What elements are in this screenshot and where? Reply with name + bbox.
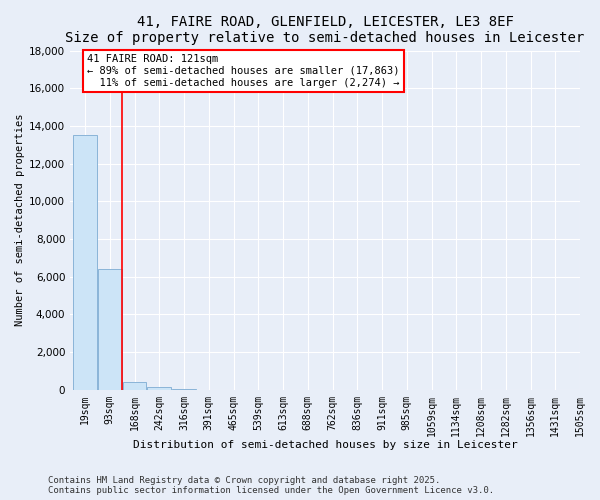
Title: 41, FAIRE ROAD, GLENFIELD, LEICESTER, LE3 8EF
Size of property relative to semi-: 41, FAIRE ROAD, GLENFIELD, LEICESTER, LE… (65, 15, 585, 45)
Bar (148, 387, 171, 390)
Text: Contains HM Land Registry data © Crown copyright and database right 2025.
Contai: Contains HM Land Registry data © Crown c… (48, 476, 494, 495)
Bar (123, 382, 146, 390)
X-axis label: Distribution of semi-detached houses by size in Leicester: Distribution of semi-detached houses by … (133, 440, 517, 450)
Text: 41 FAIRE ROAD: 121sqm
← 89% of semi-detached houses are smaller (17,863)
  11% o: 41 FAIRE ROAD: 121sqm ← 89% of semi-deta… (88, 54, 400, 88)
Bar (98, 269, 122, 390)
Bar (73, 136, 97, 390)
Y-axis label: Number of semi-detached properties: Number of semi-detached properties (15, 114, 25, 326)
